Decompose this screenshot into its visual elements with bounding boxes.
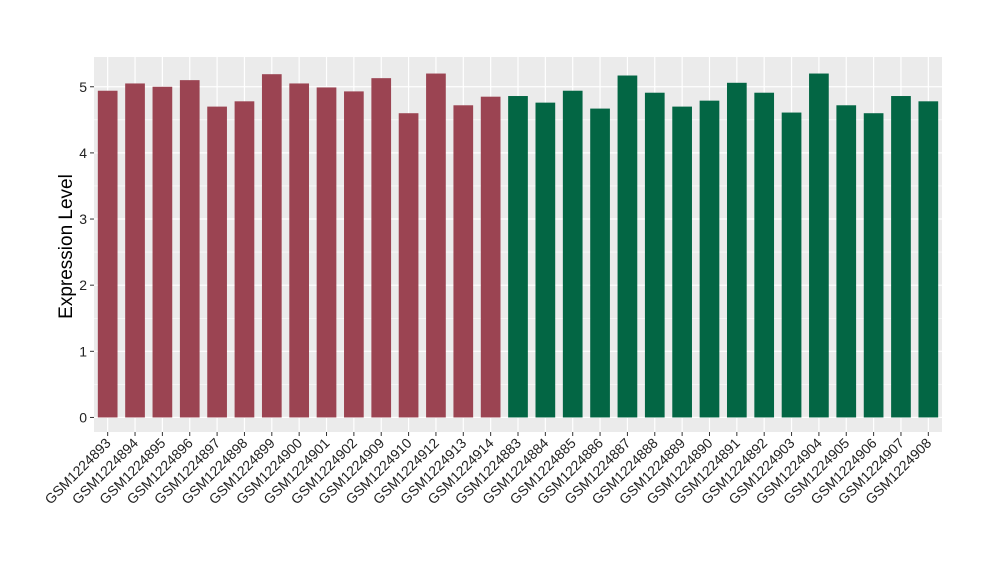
y-tick-label: 4	[79, 145, 87, 161]
bar-GSM1224903	[781, 112, 802, 418]
bar-GSM1224913	[453, 105, 474, 418]
bar-GSM1224891	[726, 82, 747, 418]
bar-GSM1224885	[562, 90, 583, 418]
x-axis-ticks: GSM1224893GSM1224894GSM1224895GSM1224896…	[41, 432, 935, 507]
bar-GSM1224899	[261, 74, 282, 418]
bar-GSM1224894	[125, 83, 145, 418]
bar-GSM1224889	[672, 106, 692, 418]
bar-GSM1224905	[836, 105, 857, 418]
y-tick-label: 0	[79, 409, 87, 425]
bar-GSM1224909	[371, 78, 392, 418]
bar-GSM1224888	[644, 92, 665, 418]
y-axis-title: Expression Level	[56, 174, 77, 319]
bar-GSM1224900	[289, 83, 310, 418]
y-tick-label: 5	[79, 79, 87, 95]
y-tick-label: 2	[79, 277, 87, 293]
bar-GSM1224895	[152, 86, 173, 418]
bar-GSM1224890	[699, 100, 720, 418]
bar-GSM1224893	[97, 90, 118, 418]
bar-GSM1224896	[179, 80, 200, 418]
bar-GSM1224898	[234, 101, 255, 418]
bar-GSM1224906	[863, 113, 884, 418]
bar-GSM1224904	[809, 73, 829, 418]
y-tick-label: 1	[79, 343, 87, 359]
bar-GSM1224884	[535, 102, 556, 418]
bar-GSM1224910	[398, 113, 419, 418]
bar-GSM1224892	[754, 92, 775, 418]
bar-GSM1224914	[480, 96, 501, 418]
bar-GSM1224907	[891, 96, 911, 418]
bar-GSM1224897	[207, 106, 227, 418]
bar-GSM1224883	[508, 96, 528, 418]
y-axis-ticks: 0 1 2 3 4 5	[79, 79, 94, 425]
bar-GSM1224912	[426, 73, 446, 418]
bar-GSM1224901	[316, 87, 337, 418]
bar-GSM1224887	[617, 75, 638, 418]
bar-GSM1224886	[590, 108, 610, 418]
bars	[97, 73, 939, 418]
bar-GSM1224902	[344, 91, 364, 418]
y-tick-label: 3	[79, 211, 87, 227]
bar-GSM1224908	[918, 101, 939, 418]
